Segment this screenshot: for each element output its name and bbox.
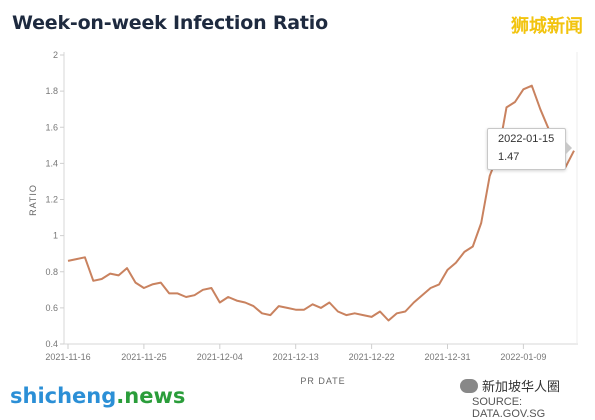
y-tick-label: 0.4 xyxy=(45,339,58,349)
x-tick-label: 2021-12-31 xyxy=(424,352,470,362)
chart-title: Week-on-week Infection Ratio xyxy=(12,12,328,34)
y-tick-label: 1.6 xyxy=(45,122,58,132)
watermark-left-a: shicheng xyxy=(10,384,117,408)
source-text: SOURCE: DATA.GOV.SG xyxy=(472,396,546,420)
x-tick-label: 2022-01-09 xyxy=(500,352,546,362)
y-axis-label: RATIO xyxy=(28,184,38,216)
wechat-label: 新加坡华人圈 xyxy=(482,379,561,394)
x-tick-label: 2021-12-13 xyxy=(273,352,319,362)
series-line xyxy=(67,84,575,322)
y-tick-label: 1 xyxy=(53,231,58,241)
y-tick-label: 1.8 xyxy=(45,86,58,96)
watermark-top: 狮城新闻 xyxy=(511,16,583,37)
x-axis-label: PR DATE xyxy=(300,376,345,386)
y-ticks: 0.4 0.6 0.8 1 1.2 1.4 1.6 1.8 2 xyxy=(45,50,64,349)
wechat-icon xyxy=(460,378,478,393)
x-tick-label: 2021-12-04 xyxy=(197,352,243,362)
tooltip-value: 1.47 xyxy=(498,151,520,163)
wechat-badge: 新加坡华人圈 xyxy=(460,376,560,395)
x-tick-label: 2021-11-25 xyxy=(121,352,166,362)
x-tick-label: 2021-11-16 xyxy=(45,352,90,362)
tooltip: 2022-01-15 1.47 xyxy=(487,128,572,170)
tooltip-date: 2022-01-15 xyxy=(498,133,555,145)
watermark-left: shicheng.news xyxy=(10,384,185,408)
watermark-left-b: .news xyxy=(116,384,186,408)
y-tick-label: 0.6 xyxy=(45,303,58,313)
x-ticks: 2021-11-16 2021-11-25 2021-12-04 2021-12-13… xyxy=(45,344,546,362)
y-tick-label: 1.2 xyxy=(45,195,58,205)
y-tick-label: 0.8 xyxy=(45,267,58,277)
y-tick-label: 2 xyxy=(53,50,58,60)
y-tick-label: 1.4 xyxy=(45,158,58,168)
x-tick-label: 2021-12-22 xyxy=(349,352,395,362)
